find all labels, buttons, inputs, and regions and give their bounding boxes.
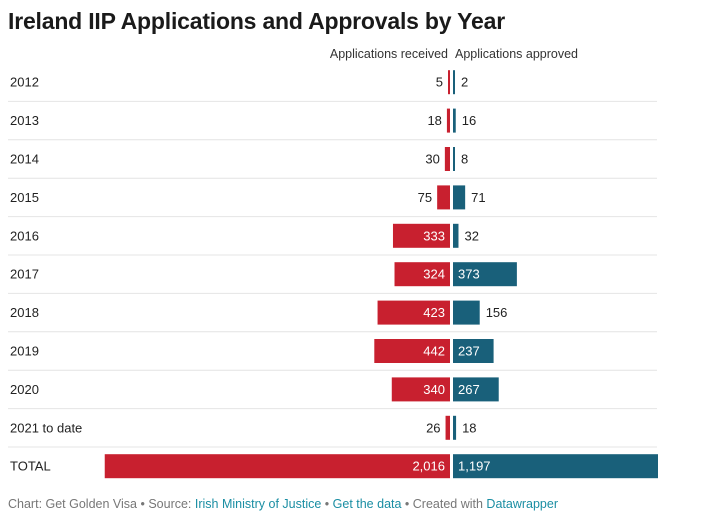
approved-value-label: 267	[458, 382, 480, 397]
received-value-label: 333	[423, 228, 445, 243]
category-label: 2017	[10, 267, 39, 282]
category-label: 2015	[10, 190, 39, 205]
approved-bar	[453, 147, 455, 171]
approved-value-label: 373	[458, 267, 480, 282]
approved-value-label: 8	[461, 152, 468, 167]
header-applications-received: Applications received	[329, 47, 448, 61]
received-value-label: 442	[423, 344, 445, 359]
category-label: 2019	[10, 344, 39, 359]
approved-bar	[453, 262, 517, 287]
approved-bar	[453, 70, 455, 95]
category-label: 2012	[10, 75, 39, 90]
received-value-label: 26	[426, 420, 440, 435]
approved-bar	[453, 377, 499, 402]
approved-value-label: 1,197	[458, 459, 491, 474]
received-bar	[448, 70, 450, 95]
received-bar	[437, 185, 450, 210]
approved-bar	[453, 454, 658, 479]
category-label: 2018	[10, 305, 39, 320]
received-value-label: 18	[427, 113, 441, 128]
approved-bar	[453, 339, 494, 363]
approved-bar	[453, 108, 456, 133]
received-value-label: 340	[423, 382, 445, 397]
datawrapper-link[interactable]: Datawrapper	[486, 497, 558, 511]
source-link[interactable]: Irish Ministry of Justice	[194, 497, 322, 511]
footer-credit: Chart: Get Golden Visa • Source:	[8, 497, 195, 511]
footer-separator: •	[321, 497, 333, 511]
received-bar	[374, 339, 450, 363]
approved-value-label: 16	[462, 113, 476, 128]
received-bar	[445, 415, 450, 440]
get-data-link[interactable]: Get the data	[332, 497, 402, 511]
approved-value-label: 156	[486, 305, 508, 320]
approved-value-label: 71	[471, 190, 485, 205]
received-value-label: 30	[425, 152, 439, 167]
header-applications-approved: Applications approved	[455, 47, 578, 61]
received-value-label: 75	[418, 190, 432, 205]
category-label: 2014	[10, 152, 39, 167]
category-label: TOTAL	[10, 459, 51, 474]
approved-bar	[453, 415, 457, 440]
received-bar	[377, 300, 450, 325]
received-value-label: 423	[423, 305, 445, 320]
category-label: 2013	[10, 113, 39, 128]
received-bar	[394, 262, 450, 287]
category-label: 2016	[10, 228, 39, 243]
received-value-label: 2,016	[412, 459, 445, 474]
approved-value-label: 2	[461, 75, 468, 90]
received-bar	[104, 454, 450, 479]
chart-footer: Chart: Get Golden Visa • Source: Irish M…	[8, 497, 558, 511]
approved-bar	[453, 300, 480, 325]
received-value-label: 5	[436, 75, 443, 90]
approved-value-label: 18	[462, 420, 476, 435]
received-bar	[446, 108, 450, 133]
approved-value-label: 237	[458, 344, 480, 359]
chart-area: 2012 5 2 2013 18 16 2014 30 8 2015 75 71 2016 333 32 20…	[8, 70, 658, 479]
category-label: 2020	[10, 382, 39, 397]
approved-value-label: 32	[464, 228, 478, 243]
approved-bar	[453, 223, 459, 248]
approved-bar	[453, 185, 466, 210]
chart-title: Ireland IIP Applications and Approvals b…	[8, 8, 505, 34]
received-bar	[444, 147, 450, 171]
category-label: 2021 to date	[10, 420, 82, 435]
received-value-label: 324	[423, 267, 445, 282]
received-bar	[392, 223, 450, 248]
footer-created-with: • Created with	[401, 497, 487, 511]
received-bar	[391, 377, 450, 402]
